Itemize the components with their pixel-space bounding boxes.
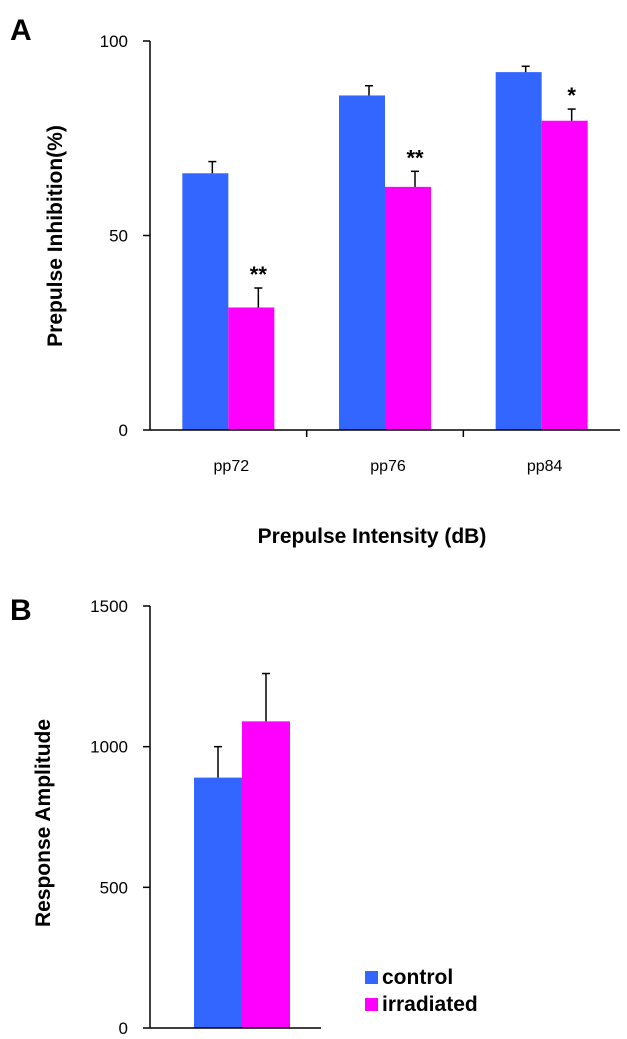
panel-b-bars — [194, 672, 290, 1028]
panel-b-y-tick-label: 1500 — [90, 597, 128, 616]
panel-a-y-tick-label: 0 — [119, 421, 128, 440]
panel-b-y-tick-label: 500 — [100, 878, 128, 897]
legend-swatch-control — [365, 971, 378, 984]
panel-a-bars: ***** — [182, 65, 588, 431]
panel-a-significance-marker: ** — [406, 145, 424, 170]
panel-a-bar-irradiated-pp76 — [385, 186, 431, 430]
panel-a-bar-irradiated-pp72 — [228, 307, 275, 430]
panel-a-y-axis-label: Prepulse Inhibition(%) — [44, 125, 67, 347]
panel-b-bar-control — [194, 777, 242, 1028]
legend-label-irradiated: irradiated — [382, 993, 478, 1016]
panel-b-chart: B 0 500 1000 1500 Response Amplitude contro… — [10, 594, 478, 1038]
panel-a-axes — [143, 40, 620, 437]
panel-b-axes — [143, 605, 321, 1029]
panel-b-y-axis-label: Response Amplitude — [32, 719, 55, 927]
panel-a-bar-irradiated-pp84 — [541, 120, 588, 431]
panel-a-significance-marker: ** — [250, 262, 268, 287]
panel-a-y-ticks: 0 50 100 — [100, 32, 128, 440]
panel-b-y-ticks: 0 500 1000 1500 — [90, 597, 128, 1038]
panel-b-bar-irradiated — [242, 721, 290, 1028]
legend-swatch-irradiated — [365, 998, 378, 1011]
panel-a-y-tick-label: 50 — [109, 227, 128, 246]
panel-a-category-label: pp72 — [214, 458, 250, 475]
panel-a-category-labels: pp72 pp76 pp84 — [214, 458, 563, 475]
panel-b-letter: B — [10, 594, 32, 627]
panel-a-bar-control-pp76 — [339, 95, 385, 431]
panel-a-category-label: pp76 — [370, 458, 406, 475]
panel-a-y-tick-label: 100 — [100, 32, 128, 51]
panel-a-bar-control-pp84 — [495, 72, 542, 431]
panel-b-y-tick-label: 1000 — [90, 738, 128, 757]
legend-label-control: control — [382, 966, 453, 989]
panel-b-y-tick-label: 0 — [119, 1019, 128, 1038]
panel-a-x-axis-label: Prepulse Intensity (dB) — [258, 525, 487, 548]
panel-a-category-label: pp84 — [527, 458, 563, 475]
panel-a-significance-marker: * — [567, 83, 576, 108]
panel-a-bar-control-pp72 — [182, 173, 229, 430]
legend: control irradiated — [365, 966, 478, 1016]
panel-a-letter: A — [10, 14, 32, 47]
